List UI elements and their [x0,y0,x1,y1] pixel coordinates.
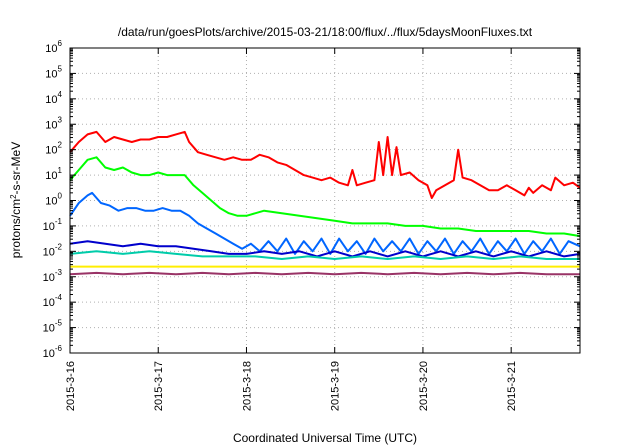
y-tick-label-base: 10 [43,348,55,360]
y-tick-label: 103 [45,115,62,131]
y-tick-label-base: 10 [43,221,55,233]
x-axis: 2015-3-16 2015-3-17 2015-3-18 2015-3-19 2015… [65,48,518,411]
y-tick-label-base: 10 [43,323,55,335]
x-tick-label: 2015-3-19 [330,361,342,411]
y-tick-label-exponent: -3 [55,268,63,277]
y-tick-label: 10-2 [43,242,63,258]
y-tick-label: 10-4 [43,293,63,309]
y-tick-label: 10-6 [43,344,63,360]
x-axis-title: Coordinated Universal Time (UTC) [233,431,417,445]
series-line-2 [69,156,581,238]
series-line-1 [69,130,581,199]
y-tick-label-exponent: 1 [58,166,63,175]
x-tick-label: 2015-3-20 [418,361,430,411]
y-tick-label: 100 [45,192,62,208]
x-tick-label: 2015-3-21 [506,361,518,411]
y-tick-label: 106 [45,39,62,55]
y-tick-label-base: 10 [45,94,57,106]
y-axis-title-sup: 2 [9,194,18,199]
y-tick-label-exponent: 2 [58,141,63,150]
y-tick-label-exponent: 0 [58,192,63,201]
y-tick-label-base: 10 [45,196,57,208]
x-tick-label: 2015-3-18 [241,361,253,411]
y-tick-label-exponent: -4 [55,293,63,302]
y-tick-label-exponent: 3 [58,115,63,124]
y-tick-label: 104 [45,90,62,106]
series-line-4 [69,240,581,258]
y-tick-label-base: 10 [43,246,55,258]
grid [70,48,580,353]
y-tick-label: 105 [45,64,62,80]
y-tick-label-base: 10 [45,68,57,80]
y-tick-label-exponent: -5 [55,319,63,328]
y-tick-label-base: 10 [45,145,57,157]
y-tick-label-base: 10 [43,272,55,284]
y-tick-label: 102 [45,141,62,157]
series-line-5 [69,250,580,260]
y-axis-title-post: -s-sr-MeV [9,142,23,195]
x-tick-label: 2015-3-16 [65,361,77,411]
y-tick-label-exponent: 5 [58,64,63,73]
series-group [69,130,581,276]
series-line-7 [69,271,580,276]
y-tick-label-exponent: -2 [55,242,63,251]
y-axis-title-pre: protons/cm [9,199,23,258]
x-tick-label: 2015-3-17 [153,361,165,411]
y-tick-label-exponent: 6 [58,39,63,48]
y-tick-label-base: 10 [45,170,57,182]
y-tick-label: 10-5 [43,319,63,335]
y-tick-label: 101 [45,166,62,182]
chart-title: /data/run/goesPlots/archive/2015-03-21/1… [118,25,533,39]
y-tick-label-base: 10 [45,119,57,131]
y-axis: 10-610-510-410-310-210-11001011021031041… [43,39,580,360]
y-tick-label-base: 10 [43,297,55,309]
y-tick-label-base: 10 [45,43,57,55]
y-tick-label-exponent: -1 [55,217,63,226]
y-tick-label-exponent: -6 [55,344,63,353]
series-line-3 [69,191,581,255]
y-tick-label: 10-1 [43,217,63,233]
y-tick-label: 10-3 [43,268,63,284]
y-axis-title: protons/cm2-s-sr-MeV [9,142,24,258]
y-tick-label-exponent: 4 [58,90,63,99]
